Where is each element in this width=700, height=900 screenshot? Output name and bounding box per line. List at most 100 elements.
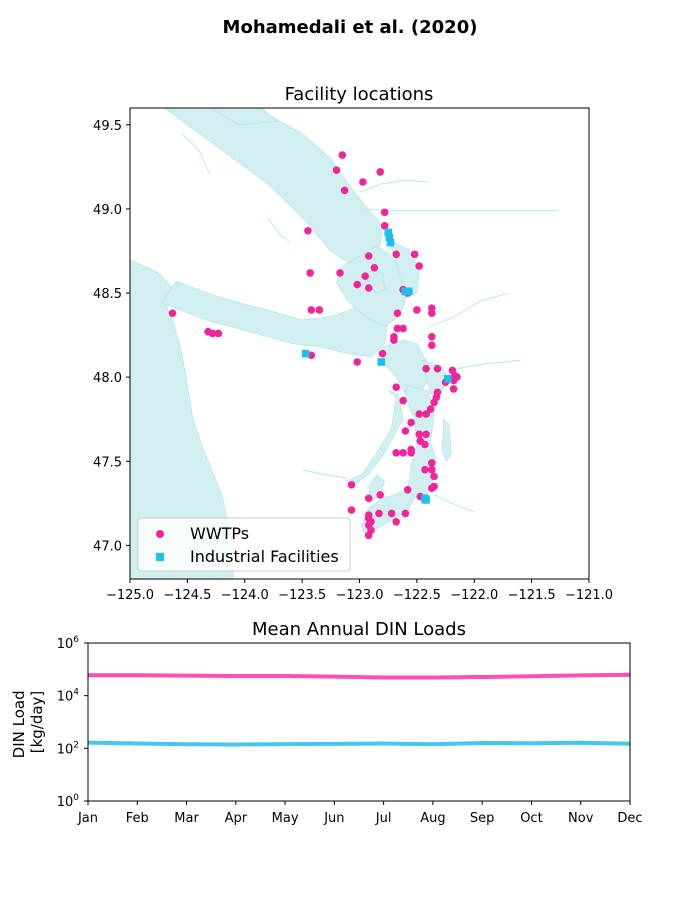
line-chart-title: Mean Annual DIN Loads [252, 619, 466, 640]
wwtp-point-66 [428, 465, 436, 474]
ylabel-line-1: DIN Load [10, 690, 28, 758]
wwtp-point-65 [428, 459, 436, 467]
line-xtick-label-may: May [272, 811, 299, 826]
water-region-13 [368, 269, 386, 294]
map-ytick-label: 48.0 [93, 371, 122, 386]
line-ytick-label: 102 [57, 740, 79, 757]
wwtp-point-46 [392, 383, 401, 392]
wwtp-point-36 [378, 349, 387, 358]
map-ytick-label: 48.5 [93, 287, 122, 302]
map-xtick-label: −124.5 [163, 588, 211, 603]
line-xtick-label-jul: Jul [375, 811, 392, 826]
wwtp-point-56 [401, 427, 410, 435]
wwtp-point-70 [430, 482, 438, 491]
water-layer [130, 108, 557, 579]
wwtp-point-23 [393, 309, 402, 318]
wwtp-point-73 [376, 491, 385, 499]
map-xtick-label: −121.5 [508, 588, 556, 603]
map-xtick-label: −124.0 [221, 588, 269, 603]
wwtp-point-38 [353, 358, 362, 366]
wwtp-point-86 [401, 509, 410, 518]
wwtp-point-83 [364, 531, 373, 540]
wwtp-point-53 [422, 410, 430, 418]
wwtp-point-1 [332, 166, 341, 174]
line-xtick-label-sep: Sep [470, 811, 495, 826]
wwtp-point-4 [376, 168, 385, 176]
river-1 [359, 179, 429, 193]
wwtp-point-28 [208, 329, 217, 338]
legend-box [137, 517, 351, 572]
map-xtick-label: −121.0 [565, 588, 613, 603]
map-ytick-label: 49.5 [93, 119, 122, 134]
legend-industrial-label: Industrial Facilities [190, 547, 339, 566]
wwtp-point-50 [430, 398, 438, 407]
map-ytick-label: 47.0 [93, 539, 122, 554]
line-y-axis: 100 102 104 106 [57, 635, 88, 810]
map-xtick-label: −122.0 [450, 588, 498, 603]
river-3 [433, 494, 475, 513]
line-xtick-label-feb: Feb [126, 811, 149, 826]
industrial-point-0 [384, 228, 392, 237]
wwtp-point-24 [307, 306, 316, 314]
map-panel: Facility locations −125.0 −124.5 −124.0 −12… [93, 84, 613, 603]
river-5 [302, 469, 349, 479]
wwtp-point-39 [433, 364, 442, 373]
map-legend: WWTPs Industrial Facilities [137, 517, 351, 572]
map-x-axis: −125.0 −124.5 −124.0 −123.5 −123.0 −122.5 −122… [106, 579, 613, 603]
wwtp-point-12 [370, 264, 379, 272]
river-6 [428, 292, 509, 328]
wwtp-point-54 [415, 410, 424, 418]
wwtp-point-5 [380, 208, 389, 217]
wwtp-point-64 [399, 449, 407, 457]
line-xtick-label-jun: Jun [323, 811, 344, 826]
wwtp-point-6 [380, 222, 389, 230]
industrial-point-7 [444, 375, 452, 383]
map-y-axis: 47.0 47.5 48.0 48.5 49.0 49.5 [93, 119, 130, 554]
wwtp-point-63 [392, 449, 401, 457]
wwtp-point-13 [361, 272, 370, 281]
river-7 [267, 217, 291, 243]
wwtp-point-51 [399, 396, 407, 405]
industrial-point-6 [377, 358, 386, 366]
wwtp-point-75 [347, 481, 356, 489]
river-0 [359, 208, 557, 212]
line-ylabel: DIN Load [kg/day] [10, 686, 46, 759]
river-4 [181, 132, 211, 176]
line-ytick-label: 106 [57, 635, 80, 652]
water-region-3 [209, 108, 278, 126]
line-ytick-label: 100 [57, 793, 80, 810]
wwtp-point-30 [393, 324, 402, 333]
din-series-line-1 [87, 740, 631, 747]
wwtp-point-11 [364, 252, 373, 260]
wwtp-point-58 [422, 430, 430, 439]
wwtp-point-57 [415, 430, 424, 439]
map-xtick-label: −122.5 [393, 588, 441, 603]
line-xtick-label-jan: Jan [77, 811, 98, 826]
figure-suptitle: Mohamedali et al. (2020) [223, 17, 478, 38]
wwtp-point-10 [415, 262, 424, 270]
wwtp-point-31 [399, 324, 407, 333]
wwtp-point-62 [407, 449, 415, 457]
map-xtick-label: −123.0 [335, 588, 383, 603]
legend-wwtp-marker [156, 530, 164, 538]
wwtp-point-33 [390, 336, 398, 344]
wwtp-point-16 [353, 280, 362, 289]
industrial-point-9 [422, 496, 430, 504]
water-region-6 [382, 339, 431, 395]
wwtp-point-22 [428, 309, 436, 318]
wwtp-point-67 [421, 465, 429, 474]
wwtp-point-20 [413, 306, 421, 314]
legend-wwtp-label: WWTPs [190, 524, 249, 543]
line-xtick-label-aug: Aug [420, 811, 445, 826]
wwtp-point-85 [387, 509, 396, 518]
water-region-11 [368, 474, 386, 503]
wwtp-point-3 [359, 178, 367, 186]
wwtp-point-9 [410, 250, 419, 259]
wwtp-point-2 [340, 186, 349, 195]
salish-sea-water [130, 108, 557, 579]
legend-industrial-marker [156, 553, 164, 561]
line-x-axis: Jan Feb Mar Apr May Jun Jul Aug Sep Oct Nov Dec [77, 801, 643, 826]
wwtp-point-17 [364, 284, 373, 292]
line-xtick-label-oct: Oct [520, 811, 542, 826]
